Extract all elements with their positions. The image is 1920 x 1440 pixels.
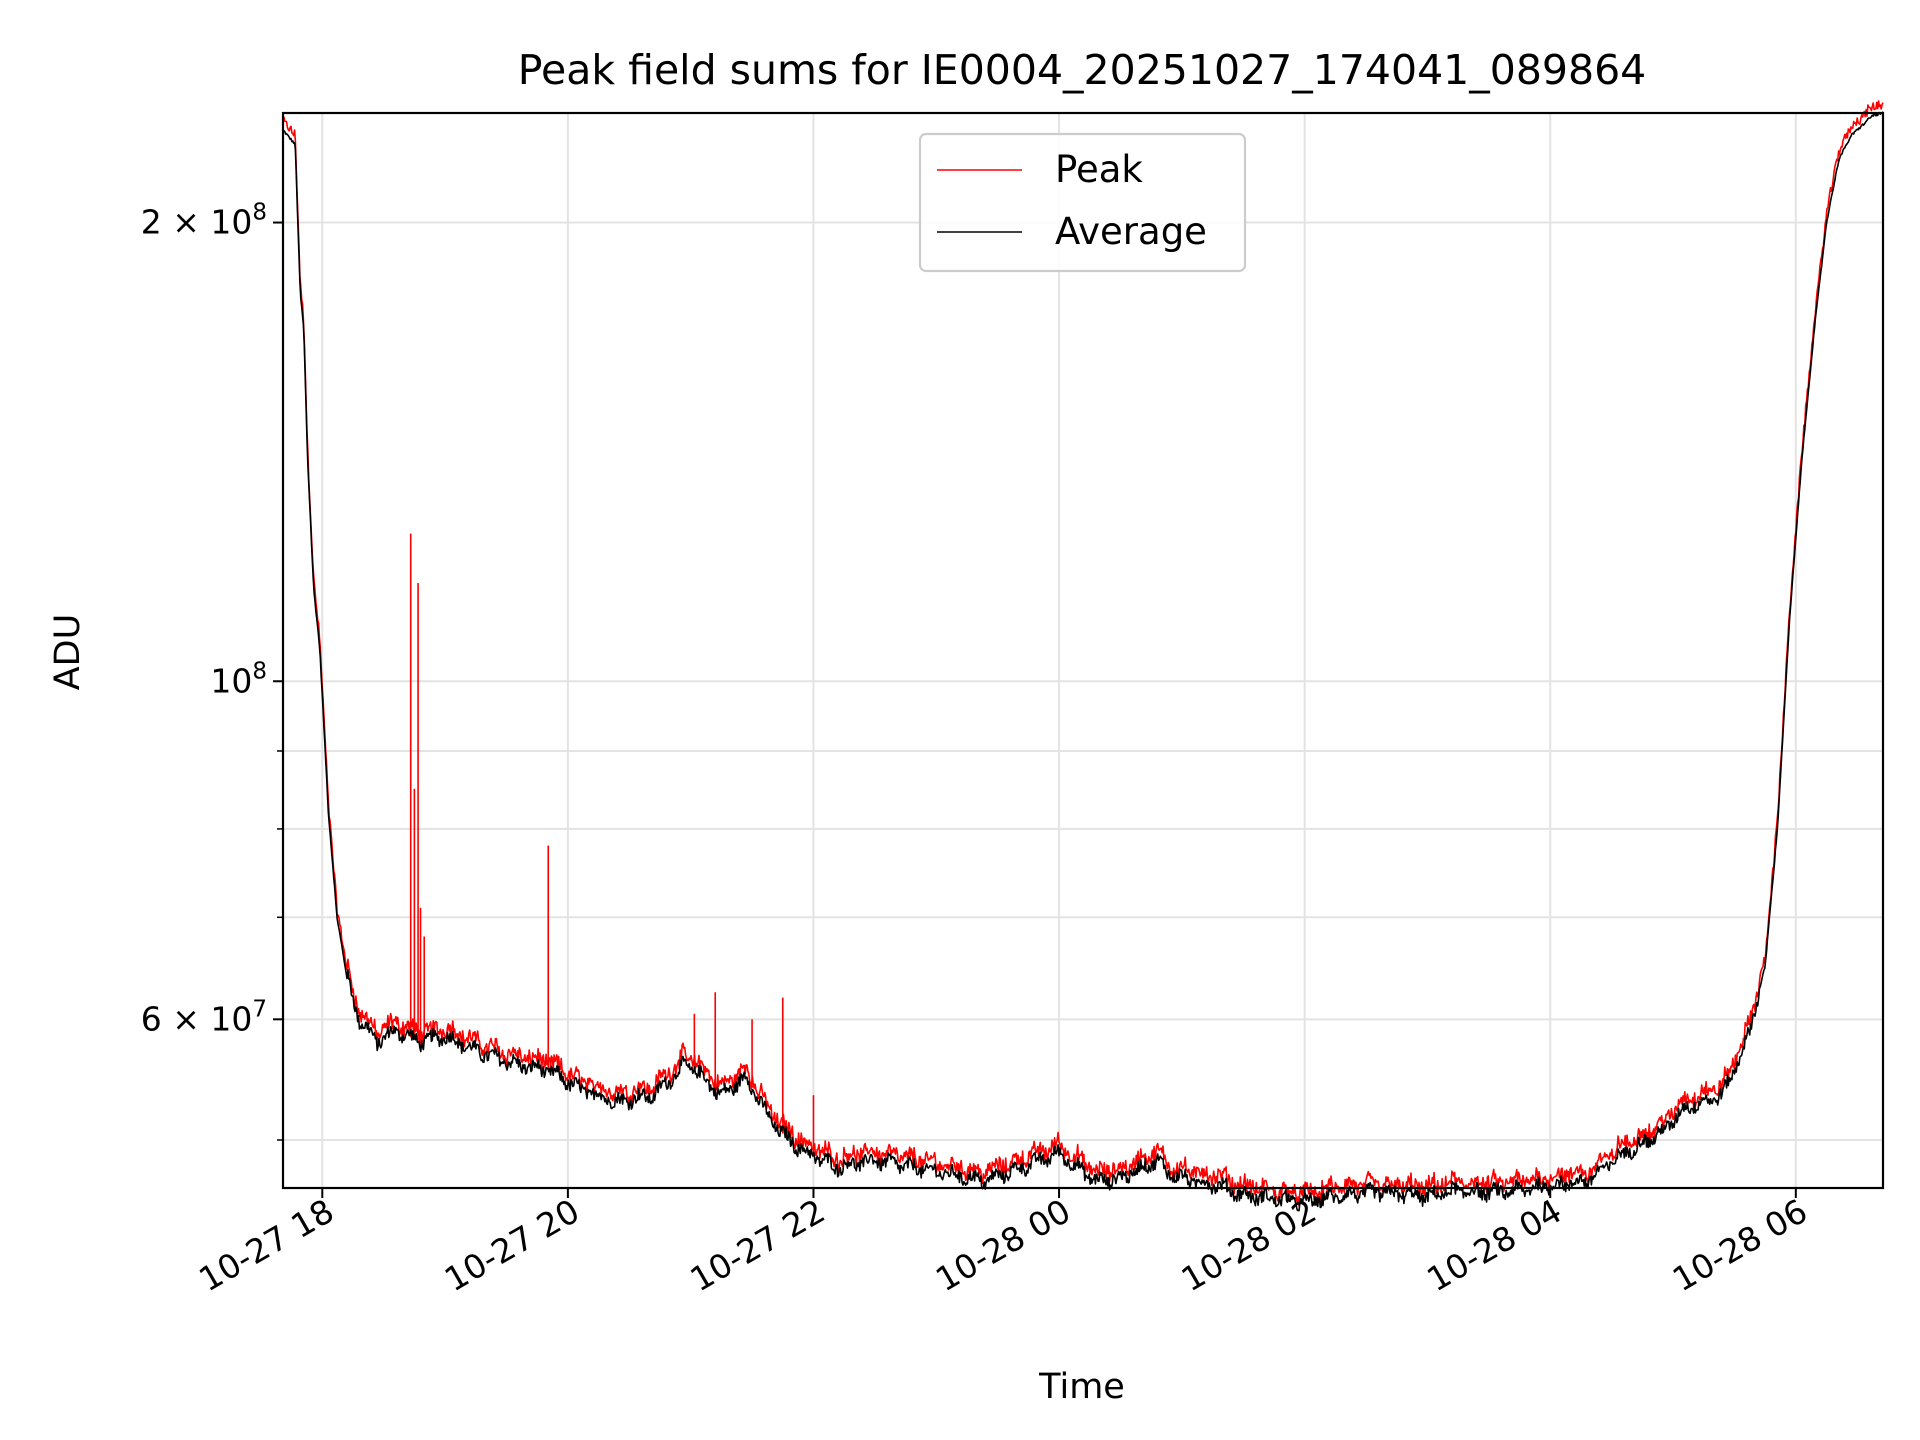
legend-average-label: Average: [1055, 210, 1207, 253]
chart-title: Peak field sums for IE0004_20251027_1740…: [518, 46, 1647, 94]
y-tick-label: 108: [210, 658, 267, 700]
y-tick-label-base: 10: [210, 661, 252, 700]
series-layer: [282, 100, 1884, 1212]
y-tick-label-exponent: 8: [252, 200, 267, 226]
legend-peak-label: Peak: [1055, 148, 1143, 191]
peak-series-line: [282, 100, 1884, 1207]
legend-box: [918, 132, 1247, 273]
y-tick-label-base: 2 × 10: [141, 203, 253, 242]
y-tick-label-base: 6 × 10: [141, 999, 253, 1038]
y-tick-label: 6 × 107: [141, 996, 267, 1038]
y-tick-label-exponent: 8: [252, 658, 267, 684]
plot-frame: [281, 111, 1885, 1190]
average-series-line: [282, 111, 1884, 1212]
x-axis-label: Time: [1038, 1367, 1125, 1407]
legend: Peak Average: [918, 132, 1247, 273]
y-tick-label: 2 × 108: [141, 200, 267, 242]
y-tick-label-exponent: 7: [252, 996, 267, 1022]
y-axis-label: ADU: [48, 614, 88, 691]
